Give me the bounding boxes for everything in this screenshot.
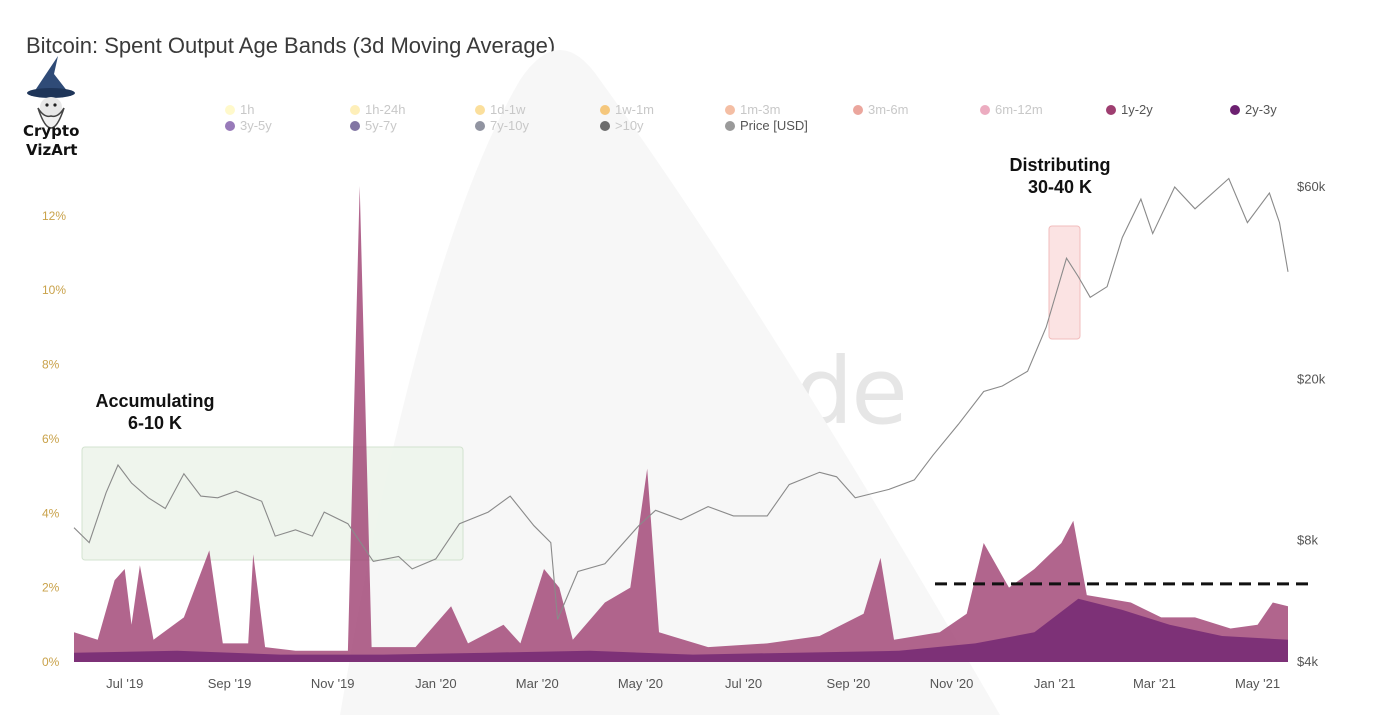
y-left-tick-label: 12% (42, 209, 66, 223)
accumulation-highlight-box (81, 446, 464, 561)
x-tick-label: Jan '20 (415, 676, 457, 691)
annotation-accumulating-line1: Accumulating (95, 391, 215, 411)
y-right-tick-label: $60k (1297, 179, 1326, 194)
y-left-tick-label: 4% (42, 506, 60, 520)
legend-item[interactable]: 1h (225, 102, 254, 117)
annotation-distributing-line2: 30-40 K (1027, 177, 1093, 197)
chart-title: Bitcoin: Spent Output Age Bands (3d Movi… (26, 33, 556, 58)
legend-item[interactable]: 1d-1w (475, 102, 525, 117)
x-tick-label: Sep '19 (208, 676, 252, 691)
x-tick-label: Mar '21 (1133, 676, 1176, 691)
y-left-tick-label: 10% (42, 283, 66, 297)
legend-item[interactable]: 6m-12m (980, 102, 1043, 117)
legend-item[interactable]: Price [USD] (725, 118, 808, 133)
y-right-tick-label: $8k (1297, 532, 1318, 547)
watermark-shapes (340, 50, 1000, 715)
legend-label: 3m-6m (868, 102, 909, 117)
legend-item[interactable]: 1h-24h (350, 102, 405, 117)
x-tick-label: Jul '19 (106, 676, 143, 691)
legend-item[interactable]: 1y-2y (1106, 102, 1153, 117)
legend-item[interactable]: >10y (600, 118, 644, 133)
logo-text-crypto: Crypto (23, 122, 80, 140)
y-right-tick-label: $20k (1297, 372, 1326, 387)
y-left-tick-label: 6% (42, 432, 60, 446)
legend-label: 1y-2y (1121, 102, 1153, 117)
logo-text-vizart: VizArt (26, 141, 78, 159)
legend-label: 1d-1w (490, 102, 526, 117)
legend-item[interactable]: 1w-1m (600, 102, 654, 117)
legend-dot-icon (225, 121, 235, 131)
legend-item[interactable]: 5y-7y (350, 118, 397, 133)
legend-dot-icon (1106, 105, 1116, 115)
x-tick-label: Nov '19 (311, 676, 355, 691)
x-tick-label: Jan '21 (1034, 676, 1076, 691)
legend-dot-icon (725, 121, 735, 131)
y-left-tick-label: 0% (42, 655, 60, 669)
legend-label: 1h (240, 102, 255, 117)
legend-dot-icon (853, 105, 863, 115)
x-tick-label: Nov '20 (930, 676, 974, 691)
legend-dot-icon (350, 121, 360, 131)
legend-label: 1w-1m (615, 102, 655, 117)
x-tick-label: Sep '20 (827, 676, 871, 691)
legend-dot-icon (600, 121, 610, 131)
legend-label: 2y-3y (1245, 102, 1277, 117)
legend-label: 7y-10y (490, 118, 530, 133)
legend-label: 5y-7y (365, 118, 397, 133)
legend-item[interactable]: 3m-6m (853, 102, 908, 117)
legend-dot-icon (1230, 105, 1240, 115)
series-line-price (73, 177, 1289, 620)
x-tick-label: May '20 (618, 676, 663, 691)
annotation-distributing: Distributing 30-40 K (980, 154, 1140, 198)
legend-label: >10y (615, 118, 644, 133)
distribution-highlight-box (1048, 225, 1081, 340)
legend-item[interactable]: 2y-3y (1230, 102, 1277, 117)
y-left-tick-label: 2% (42, 581, 60, 595)
series-area-2y-3y (74, 598, 1288, 662)
legend-item[interactable]: 3y-5y (225, 118, 272, 133)
legend-label: 1m-3m (740, 102, 781, 117)
x-tick-label: Mar '20 (516, 676, 559, 691)
legend-dot-icon (725, 105, 735, 115)
legend-label: 6m-12m (995, 102, 1043, 117)
legend-label: 1h-24h (365, 102, 406, 117)
legend-dot-icon (475, 121, 485, 131)
x-tick-label: May '21 (1235, 676, 1280, 691)
legend-dot-icon (225, 105, 235, 115)
annotation-distributing-line1: Distributing (1009, 155, 1111, 175)
wizard-logo-icon (27, 56, 75, 129)
y-right-tick-label: $4k (1297, 654, 1318, 669)
legend-label: 3y-5y (240, 118, 272, 133)
y-left-tick-label: 8% (42, 358, 60, 372)
x-tick-label: Jul '20 (725, 676, 762, 691)
legend-dot-icon (475, 105, 485, 115)
legend-dot-icon (980, 105, 990, 115)
annotation-accumulating-line2: 6-10 K (127, 413, 183, 433)
series-area-1y-2y (74, 186, 1288, 662)
annotation-accumulating: Accumulating 6-10 K (70, 390, 240, 434)
legend-item[interactable]: 1m-3m (725, 102, 780, 117)
legend-item[interactable]: 7y-10y (475, 118, 529, 133)
legend-dot-icon (350, 105, 360, 115)
legend-label: Price [USD] (740, 118, 808, 133)
legend-dot-icon (600, 105, 610, 115)
